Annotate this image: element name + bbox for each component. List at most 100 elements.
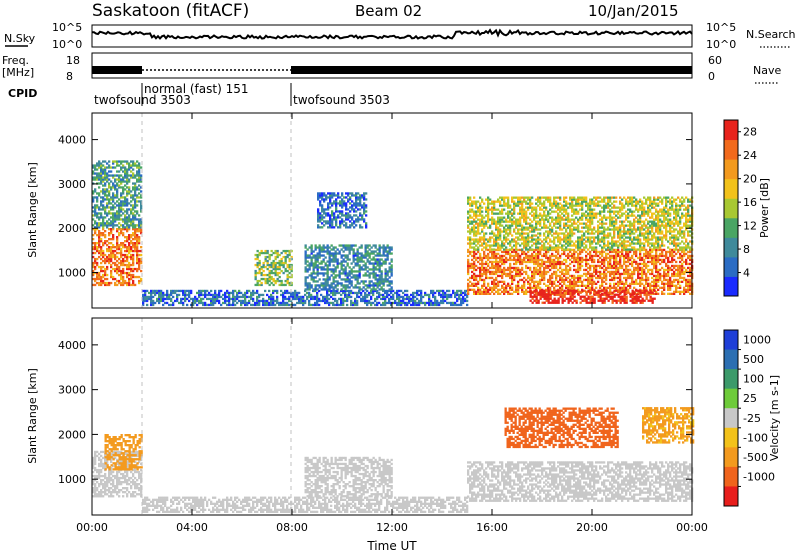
- power-data-cell: [434, 299, 437, 303]
- power-data-cell: [483, 246, 486, 249]
- power-data-cell: [388, 299, 391, 303]
- power-data-cell: [525, 288, 528, 291]
- power-data-cell: [310, 297, 313, 301]
- power-data-cell: [416, 289, 419, 293]
- power-data-cell: [331, 194, 334, 197]
- power-data-cell: [581, 282, 584, 285]
- power-data-cell: [481, 264, 484, 268]
- power-data-cell: [114, 257, 117, 261]
- power-data-cell: [475, 278, 478, 282]
- power-data-cell: [320, 299, 323, 303]
- power-data-cell: [565, 272, 568, 276]
- power-data-cell: [639, 278, 642, 282]
- power-data-cell: [332, 288, 335, 291]
- power-data-cell: [523, 258, 526, 262]
- power-data-cell: [471, 284, 474, 287]
- power-data-cell: [559, 274, 562, 278]
- power-data-cell: [543, 276, 546, 280]
- power-data-cell: [368, 268, 371, 271]
- power-data-cell: [485, 238, 488, 241]
- power-data-cell: [160, 297, 163, 301]
- power-data-cell: [527, 274, 530, 278]
- power-data-cell: [116, 194, 119, 197]
- power-data-cell: [473, 234, 476, 237]
- power-data-cell: [136, 212, 139, 215]
- power-data-cell: [382, 280, 385, 283]
- power-data-cell: [319, 218, 322, 221]
- power-data-cell: [282, 299, 285, 303]
- power-data-cell: [547, 280, 550, 283]
- power-data-cell: [613, 248, 616, 252]
- power-data-cell: [561, 280, 564, 283]
- power-data-cell: [118, 206, 121, 209]
- power-data-cell: [462, 297, 465, 301]
- power-data-cell: [372, 264, 375, 267]
- power-data-cell: [509, 212, 512, 215]
- power-data-cell: [334, 254, 337, 257]
- power-data-cell: [122, 186, 125, 189]
- power-data-cell: [162, 293, 165, 297]
- power-data-cell: [505, 252, 508, 256]
- power-data-cell: [258, 293, 261, 297]
- power-data-cell: [160, 293, 163, 297]
- power-data-cell: [657, 284, 660, 287]
- power-data-cell: [677, 248, 680, 252]
- power-data-cell: [344, 288, 347, 291]
- power-data-cell: [264, 249, 267, 253]
- power-data-cell: [481, 206, 484, 209]
- power-data-cell: [214, 289, 217, 293]
- power-data-cell: [473, 200, 476, 203]
- power-data-cell: [210, 299, 213, 303]
- power-data-cell: [321, 196, 324, 199]
- power-data-cell: [493, 280, 496, 283]
- power-data-cell: [94, 267, 97, 271]
- power-data-cell: [665, 282, 668, 285]
- power-data-cell: [667, 280, 670, 283]
- power-data-cell: [529, 256, 532, 260]
- power-data-cell: [617, 252, 620, 256]
- power-data-cell: [228, 303, 231, 307]
- power-data-cell: [102, 218, 105, 221]
- power-data-cell: [360, 297, 363, 301]
- power-data-cell: [495, 256, 498, 260]
- power-data-cell: [339, 226, 342, 229]
- power-data-cell: [100, 249, 103, 253]
- power-data-cell: [543, 268, 546, 272]
- power-data-cell: [120, 196, 123, 199]
- power-data-cell: [340, 303, 343, 307]
- power-data-cell: [539, 274, 542, 278]
- power-data-cell: [94, 246, 97, 249]
- power-data-cell: [130, 257, 133, 261]
- power-data-cell: [124, 170, 127, 173]
- power-data-cell: [657, 268, 660, 272]
- power-data-cell: [314, 264, 317, 267]
- power-data-cell: [649, 260, 652, 264]
- power-data-cell: [575, 258, 578, 262]
- power-data-cell: [136, 164, 139, 167]
- power-data-cell: [563, 268, 566, 272]
- power-data-cell: [96, 224, 99, 227]
- power-data-cell: [623, 254, 626, 258]
- power-data-cell: [675, 264, 678, 268]
- power-data-cell: [513, 278, 516, 282]
- power-data-cell: [331, 224, 334, 227]
- power-data-cell: [525, 254, 528, 258]
- power-data-cell: [274, 249, 277, 253]
- power-data-cell: [679, 280, 682, 283]
- power-data-cell: [458, 303, 461, 307]
- power-data-cell: [112, 220, 115, 223]
- power-data-cell: [347, 192, 350, 195]
- power-data-cell: [106, 247, 109, 251]
- power-data-cell: [354, 303, 357, 307]
- power-data-cell: [96, 281, 99, 285]
- power-data-cell: [400, 295, 403, 299]
- power-data-cell: [347, 198, 350, 201]
- power-data-cell: [396, 295, 399, 299]
- power-data-cell: [569, 286, 572, 289]
- power-data-cell: [605, 286, 608, 289]
- power-data-cell: [551, 282, 554, 285]
- power-data-cell: [228, 295, 231, 299]
- power-data-cell: [248, 301, 251, 305]
- power-data-cell: [414, 301, 417, 305]
- power-data-cell: [569, 250, 572, 254]
